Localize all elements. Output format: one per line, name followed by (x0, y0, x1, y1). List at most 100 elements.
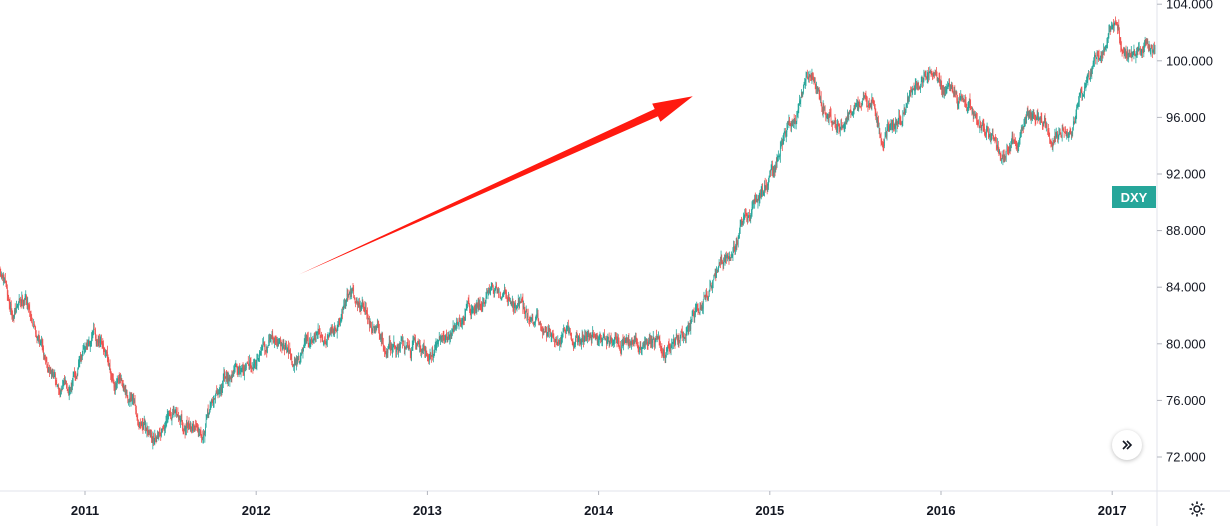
candle-body (955, 91, 956, 93)
candle-body (74, 372, 76, 377)
candle-body (1016, 142, 1018, 147)
candle-body (717, 270, 719, 273)
candle-body (272, 338, 274, 343)
candle-body (954, 89, 956, 92)
candle-body (367, 318, 369, 319)
candle-body (704, 296, 705, 297)
candle-body (797, 109, 799, 114)
trend-arrow (299, 96, 693, 275)
candle-body (423, 344, 424, 351)
candle-body (657, 336, 659, 337)
candle-body (697, 305, 698, 310)
candle-body (690, 322, 692, 330)
candle-body (334, 326, 336, 329)
candle-body (964, 101, 966, 102)
time-axis[interactable]: 2011 2012 2013 2014 2015 2016 2017 (71, 491, 1127, 518)
candle-body (923, 74, 925, 77)
candle-body (31, 322, 33, 325)
candle-body (599, 336, 601, 338)
candle-body (616, 341, 618, 344)
price-tick-label: 104.000 (1166, 0, 1213, 12)
candle-body (1102, 52, 1104, 54)
candle-body (563, 330, 565, 332)
candle-body (937, 80, 939, 82)
candle-body (687, 326, 689, 330)
candle-body (418, 344, 420, 348)
candle-body (740, 220, 742, 225)
candle-body (912, 89, 914, 91)
candle-body (462, 318, 464, 324)
candle-body (947, 85, 948, 88)
candle-body (775, 163, 777, 171)
candle-body (183, 430, 185, 432)
candle-body (78, 362, 80, 363)
candle-body (277, 342, 279, 346)
candle-body (893, 123, 894, 128)
candle-body (1126, 52, 1128, 57)
candle-body (246, 363, 248, 364)
candle-body (95, 336, 97, 344)
candle-body (934, 72, 935, 76)
candle-body (857, 100, 858, 106)
candle-body (60, 387, 62, 395)
candle-body (367, 313, 368, 319)
candle-body (903, 108, 905, 114)
candle-body (594, 335, 595, 337)
candle-body (216, 390, 218, 394)
candle-body (360, 306, 362, 309)
candle-body (1070, 131, 1072, 134)
candle-body (93, 328, 95, 330)
candle-body (1092, 66, 1093, 70)
candle-body (725, 256, 727, 259)
chart-settings-button[interactable] (1184, 496, 1210, 522)
candle-body (2, 276, 4, 281)
candle-body (1053, 140, 1055, 141)
candle-body (1009, 146, 1011, 150)
price-axis[interactable]: 72.00076.00080.00084.00088.00092.00096.0… (1157, 0, 1213, 465)
candle-body (128, 401, 129, 403)
candle-body (1001, 158, 1003, 159)
candle-body (1097, 51, 1099, 56)
candle-body (725, 256, 727, 259)
candle-body (363, 303, 364, 309)
candle-body (768, 175, 770, 182)
candle-body (927, 73, 929, 78)
candle-body (621, 345, 622, 353)
candle-body (486, 291, 488, 293)
candle-body (1019, 141, 1020, 144)
candle-body (537, 312, 538, 316)
candle-body (653, 337, 655, 342)
scroll-to-realtime-button[interactable] (1112, 430, 1142, 460)
candle-body (117, 378, 119, 381)
candle-body (605, 339, 607, 340)
candle-body (1101, 55, 1103, 58)
candle-body (30, 312, 31, 316)
candle-body (141, 422, 143, 426)
candle-body (770, 169, 771, 173)
candle-body (164, 428, 166, 430)
candle-body (951, 85, 952, 89)
candle-body (680, 332, 682, 336)
candle-body (1140, 51, 1142, 54)
candle-body (197, 427, 198, 429)
candle-body (878, 127, 880, 129)
candle-body (1145, 40, 1147, 42)
candle-body (415, 340, 416, 344)
candle-body (109, 364, 111, 368)
candle-body (349, 292, 351, 294)
candle-body (857, 99, 859, 106)
candle-body (932, 73, 933, 75)
candle-body (132, 400, 133, 401)
candle-body (228, 377, 229, 382)
candle-body (1113, 23, 1114, 28)
candle-body (566, 326, 568, 329)
candle-body (1129, 52, 1131, 54)
candle-body (221, 386, 223, 393)
candle-body (752, 203, 754, 209)
candle-body (881, 143, 883, 145)
candle-body (809, 74, 811, 77)
candle-body (821, 104, 823, 108)
candle-body (695, 308, 697, 311)
candle-body (988, 131, 989, 138)
